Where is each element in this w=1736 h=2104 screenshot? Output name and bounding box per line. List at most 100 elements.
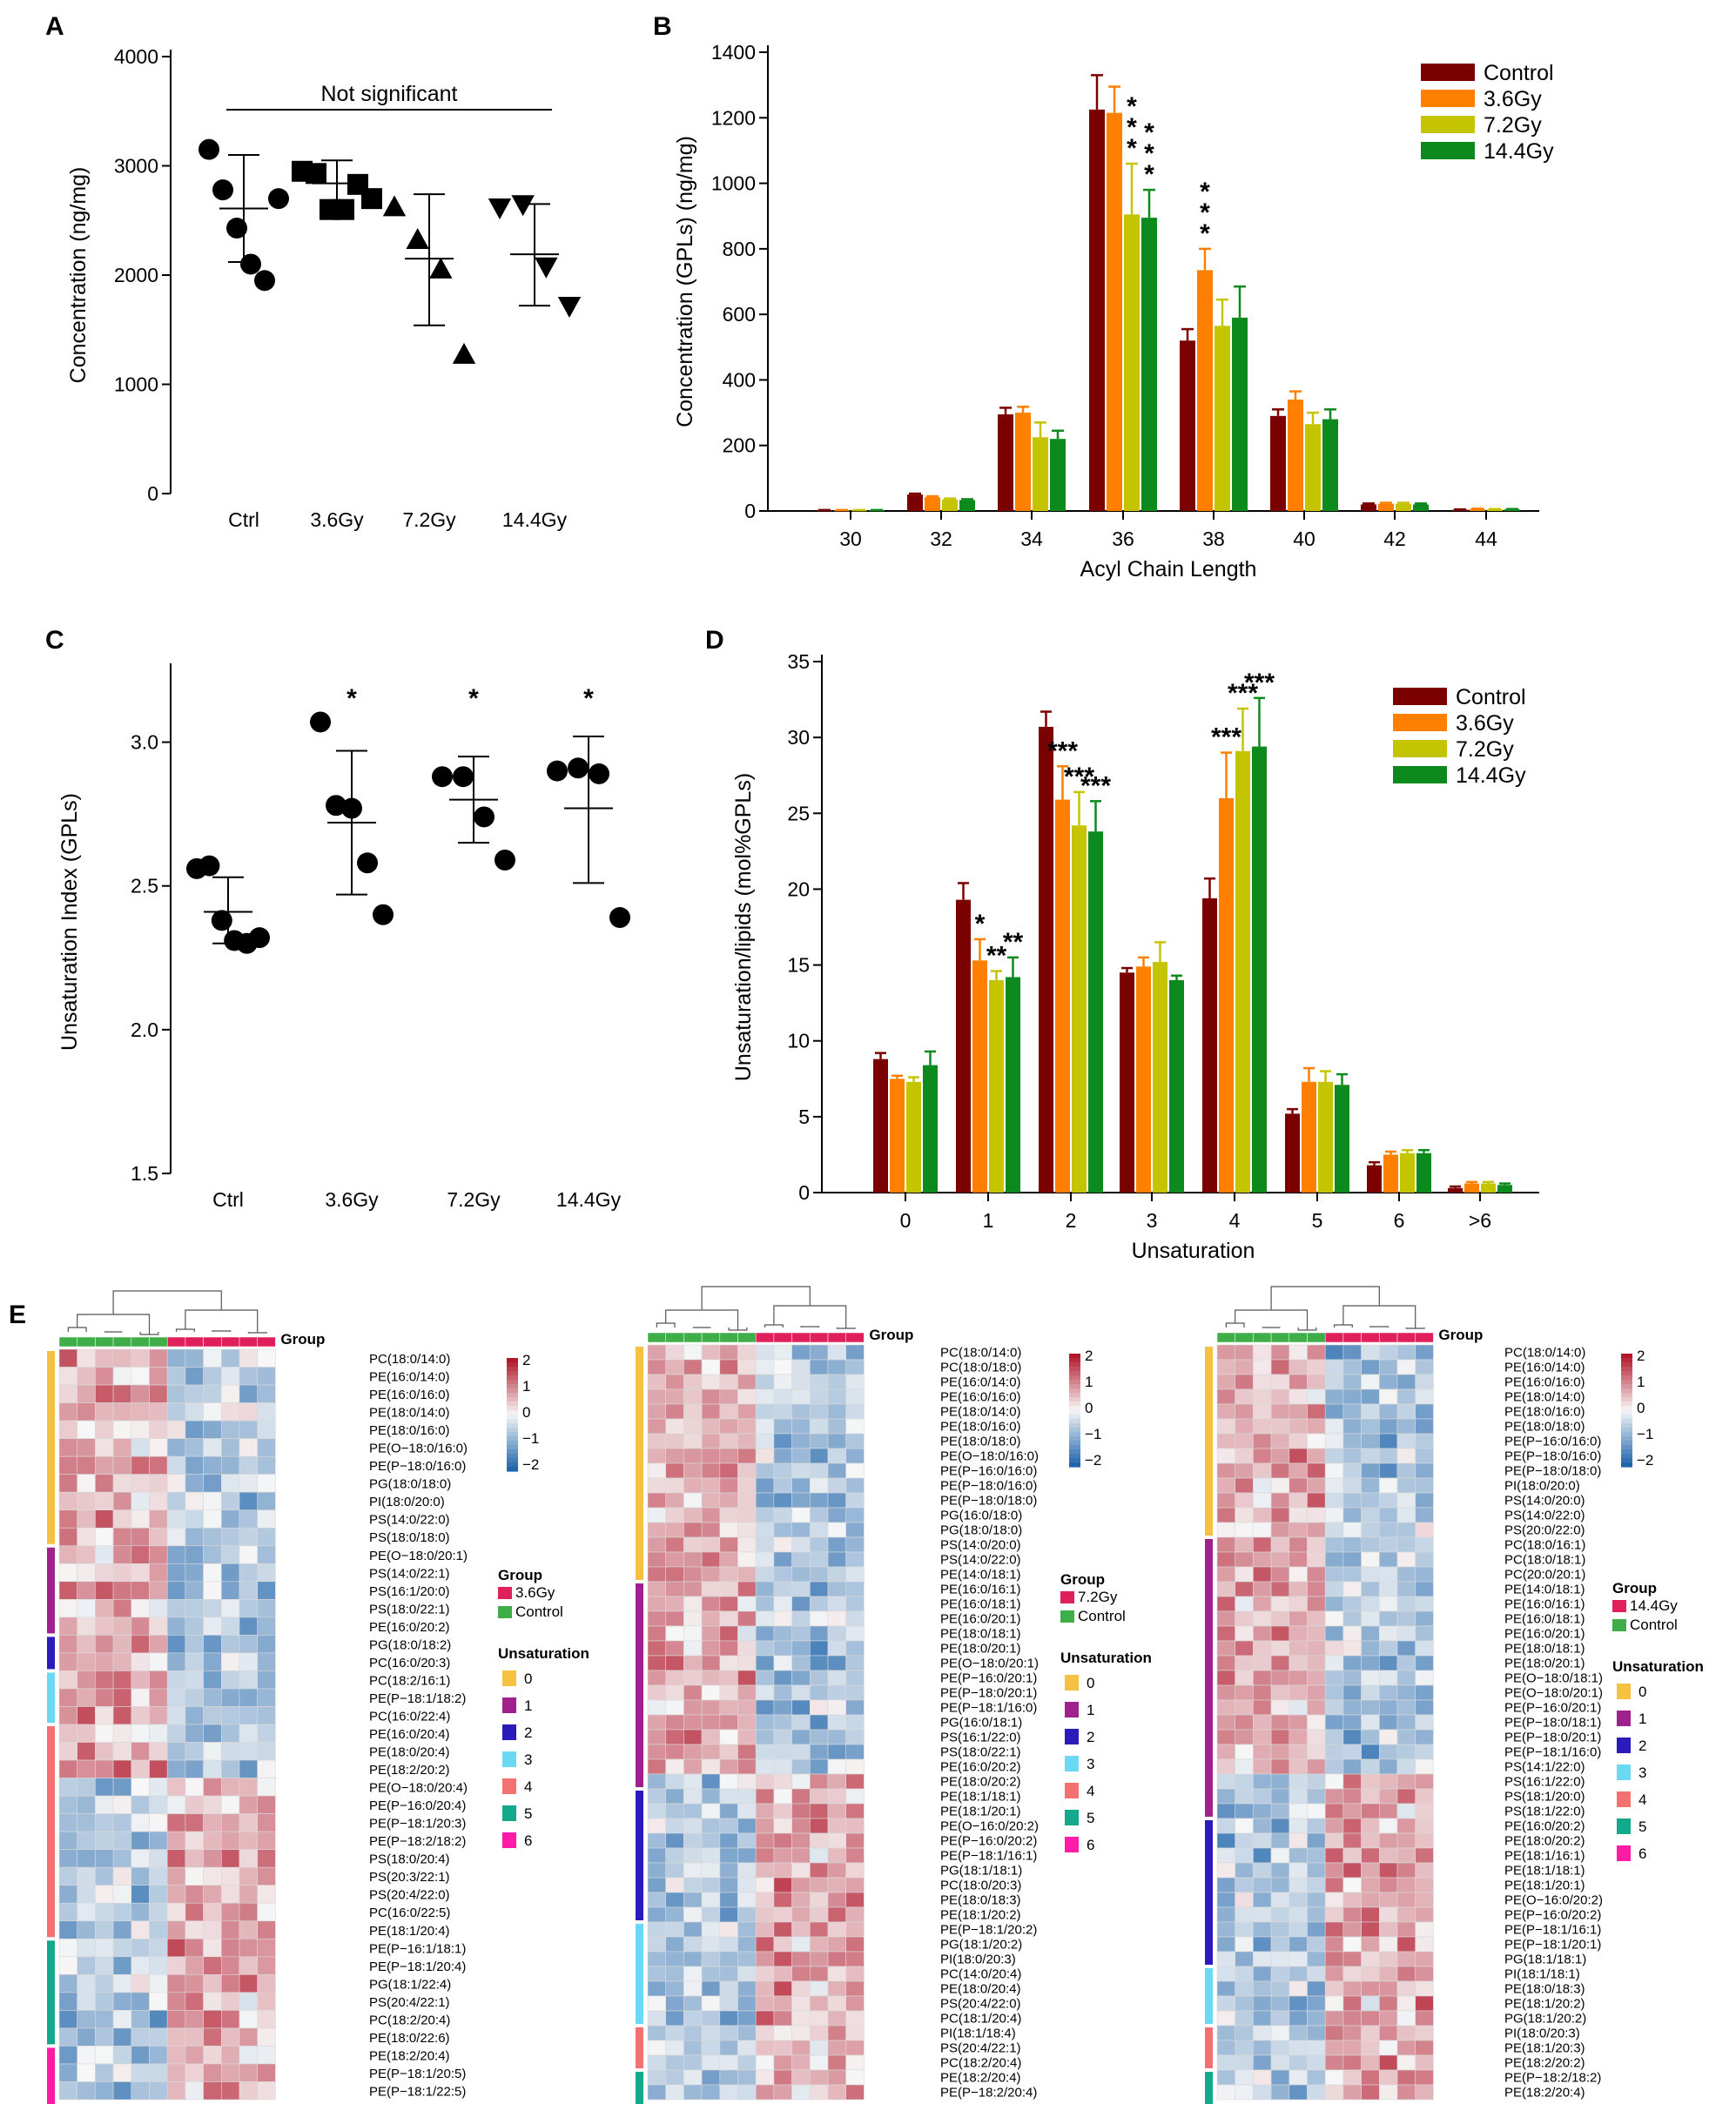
- heatmap-cell: [221, 1706, 240, 1725]
- bar-B-7.2Gy: [1305, 424, 1321, 511]
- heatmap-cell: [809, 1892, 829, 1908]
- heatmap-cell: [1379, 1921, 1398, 1938]
- heatmap-cell: [809, 2069, 829, 2086]
- heatmap-cell: [647, 1729, 667, 1745]
- heatmap-cell: [791, 1418, 811, 1435]
- heatmap-cell: [737, 1448, 757, 1464]
- heatmap-cell: [719, 1995, 738, 2012]
- data-point-A: [198, 138, 219, 160]
- heatmap-cell: [1415, 1714, 1434, 1731]
- legend-swatch-D: [1393, 688, 1447, 705]
- color-scale-step: [1069, 1449, 1080, 1455]
- heatmap-cell: [1361, 1921, 1380, 1938]
- heatmap-cell: [257, 1759, 276, 1778]
- heatmap-cell: [1415, 1551, 1434, 1568]
- heatmap-cell: [1216, 1492, 1236, 1509]
- heatmap-row-label: PS(14:0/20:0): [940, 1537, 1021, 1552]
- heatmap-cell: [719, 1566, 738, 1583]
- heatmap-cell: [149, 1402, 168, 1422]
- heatmap-cell: [239, 2027, 259, 2047]
- heatmap-row-label: PS(18:0/18:0): [369, 1530, 450, 1545]
- heatmap-cell: [683, 2040, 703, 2056]
- heatmap-cell: [1324, 1832, 1344, 1849]
- bar-D-Control: [1202, 897, 1217, 1193]
- group-annotation-cell: [1270, 1332, 1290, 1343]
- heatmap-cell: [95, 1581, 114, 1600]
- heatmap-cell: [1379, 1418, 1398, 1435]
- heatmap-cell: [647, 1714, 667, 1731]
- heatmap-cell: [1289, 1892, 1308, 1908]
- heatmap-cell: [239, 1563, 259, 1583]
- heatmap-cell: [1235, 1892, 1254, 1908]
- heatmap-cell: [1342, 1714, 1362, 1731]
- heatmap-cell: [737, 1596, 757, 1612]
- heatmap-cell: [827, 1359, 847, 1375]
- group-annotation-cell: [58, 1336, 77, 1348]
- heatmap-cell: [1342, 1403, 1362, 1420]
- heatmap-cell: [149, 1706, 168, 1725]
- heatmap-cell: [827, 1433, 847, 1449]
- heatmap-cell: [827, 1566, 847, 1583]
- heatmap-cell: [791, 1921, 811, 1938]
- heatmap-cell: [95, 1438, 114, 1457]
- group-annotation-cell: [827, 1332, 846, 1343]
- heatmap-cell: [665, 1921, 684, 1938]
- heatmap-cell: [203, 1778, 222, 1797]
- heatmap-cell: [131, 1866, 150, 1886]
- heatmap-cell: [809, 2084, 829, 2101]
- heatmap-cell: [1235, 1670, 1254, 1686]
- heatmap-cell: [1379, 1522, 1398, 1538]
- heatmap-cell: [131, 1474, 150, 1493]
- heatmap-cell: [773, 2040, 792, 2056]
- heatmap-cell: [701, 1655, 721, 1671]
- heatmap-cell: [845, 1433, 865, 1449]
- heatmap-row-label: PS(16:1/22:0): [1504, 1774, 1585, 1789]
- heatmap-cell: [58, 1813, 78, 1832]
- heatmap-cell: [683, 1566, 703, 1583]
- group-bar-label: Group: [1438, 1327, 1483, 1343]
- heatmap-cell: [185, 1992, 204, 2011]
- heatmap-cell: [203, 1813, 222, 1832]
- heatmap-row-label: PE(18:0/22:6): [369, 2031, 450, 2046]
- heatmap-cell: [791, 1551, 811, 1568]
- heatmap-cell: [1270, 1462, 1290, 1479]
- heatmap-cell: [1235, 1566, 1254, 1583]
- heatmap-cell: [755, 1788, 775, 1805]
- heatmap-cell: [1253, 1359, 1272, 1375]
- heatmap-cell: [755, 1418, 775, 1435]
- heatmap-cell: [1307, 1655, 1326, 1671]
- heatmap-cell: [683, 1581, 703, 1597]
- heatmap-cell: [77, 2027, 96, 2047]
- heatmap-cell: [239, 1420, 259, 1439]
- heatmap-cell: [203, 1420, 222, 1439]
- heatmap-cell: [647, 1418, 667, 1435]
- heatmap-cell: [58, 1956, 78, 1975]
- heatmap-cell: [1396, 1477, 1416, 1494]
- heatmap-cell: [1342, 1433, 1362, 1449]
- bar-D-7.2Gy: [906, 1081, 921, 1193]
- heatmap-cell: [647, 1507, 667, 1523]
- heatmap-cell: [77, 1509, 96, 1529]
- heatmap-cell: [701, 1832, 721, 1849]
- heatmap-cell: [239, 1617, 259, 1636]
- heatmap-cell: [773, 2084, 792, 2101]
- heatmap-cell: [1324, 1610, 1344, 1627]
- heatmap-cell: [1289, 1788, 1308, 1805]
- legend-group-label: Control: [1630, 1617, 1678, 1633]
- heatmap-cell: [755, 1980, 775, 1997]
- heatmap-cell: [185, 1599, 204, 1618]
- heatmap-cell: [1342, 1788, 1362, 1805]
- heatmap-cell: [257, 1992, 276, 2011]
- legend-unsaturation-label: 6: [1638, 1845, 1646, 1862]
- heatmap-cell: [95, 1831, 114, 1850]
- heatmap-cell: [809, 1359, 829, 1375]
- color-scale-step: [1621, 1397, 1632, 1402]
- heatmap-cell: [1361, 1477, 1380, 1494]
- legend-unsaturation-swatch: [1065, 1783, 1079, 1798]
- heatmap-cell: [239, 2046, 259, 2065]
- heatmap-cell: [773, 1670, 792, 1686]
- x-tick-label-A: 3.6Gy: [310, 508, 364, 531]
- heatmap-cell: [1324, 1729, 1344, 1745]
- heatmap-cell: [1415, 1625, 1434, 1642]
- heatmap-cell: [683, 1492, 703, 1509]
